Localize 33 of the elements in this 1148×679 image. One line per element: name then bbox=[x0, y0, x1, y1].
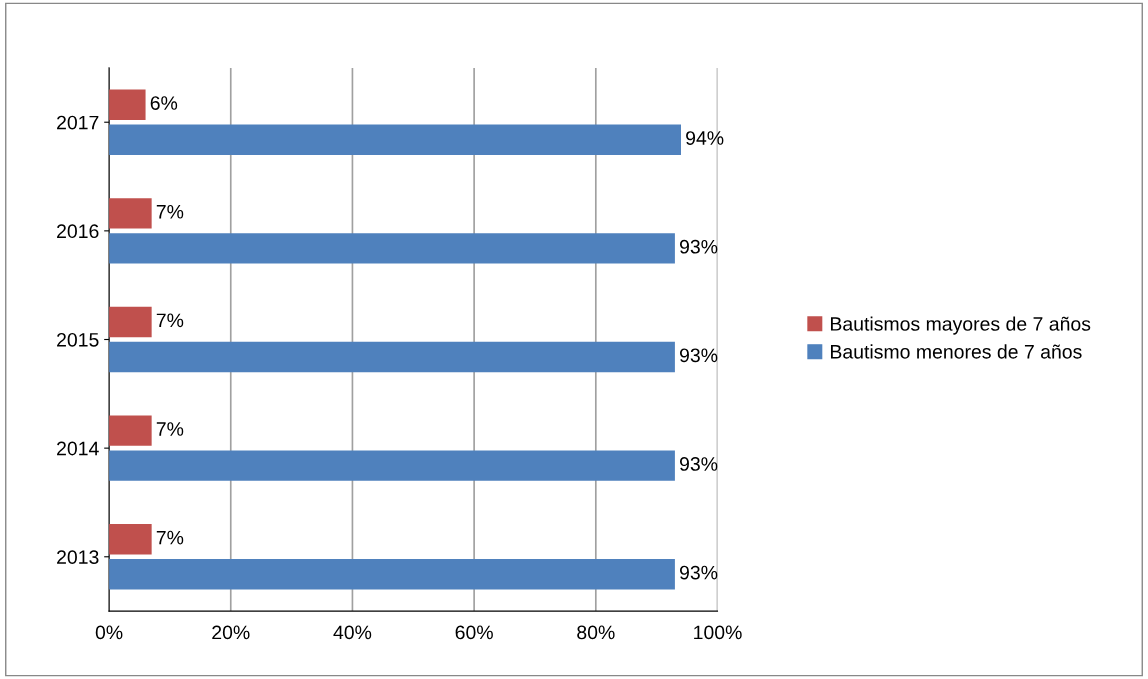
x-tick-label: 100% bbox=[694, 625, 742, 640]
data-label: 7% bbox=[156, 530, 184, 545]
legend-label: Bautismos mayores de 7 años bbox=[831, 316, 1091, 335]
y-tick-label: 2016 bbox=[57, 224, 99, 239]
data-label: 93% bbox=[679, 348, 718, 363]
bar bbox=[109, 233, 675, 264]
x-tick-label: 0% bbox=[95, 625, 123, 640]
x-tick-label: 80% bbox=[577, 625, 615, 640]
bar bbox=[109, 559, 675, 590]
bar bbox=[109, 450, 675, 481]
x-tick-label: 20% bbox=[212, 625, 250, 640]
bar bbox=[109, 415, 152, 446]
data-label: 6% bbox=[150, 96, 178, 110]
bar bbox=[109, 306, 152, 338]
x-tick-label: 60% bbox=[455, 625, 493, 640]
data-label: 7% bbox=[156, 422, 184, 436]
data-label: 93% bbox=[679, 565, 718, 580]
bar bbox=[109, 341, 675, 373]
bar bbox=[109, 89, 146, 120]
y-tick-label: 2017 bbox=[57, 115, 99, 130]
x-tick-label: 40% bbox=[333, 625, 372, 640]
data-label: 7% bbox=[156, 313, 184, 328]
data-label: 7% bbox=[156, 204, 184, 219]
bar bbox=[109, 124, 681, 155]
bar bbox=[109, 524, 152, 555]
data-label: 94% bbox=[686, 131, 724, 145]
y-tick-label: 2015 bbox=[57, 332, 99, 347]
data-label: 93% bbox=[679, 239, 718, 254]
y-tick-label: 2013 bbox=[57, 550, 99, 565]
y-tick-label: 2014 bbox=[57, 441, 99, 456]
bar bbox=[109, 198, 152, 229]
data-label: 93% bbox=[679, 457, 718, 471]
legend-label: Bautismo menores de 7 años bbox=[831, 344, 1082, 359]
